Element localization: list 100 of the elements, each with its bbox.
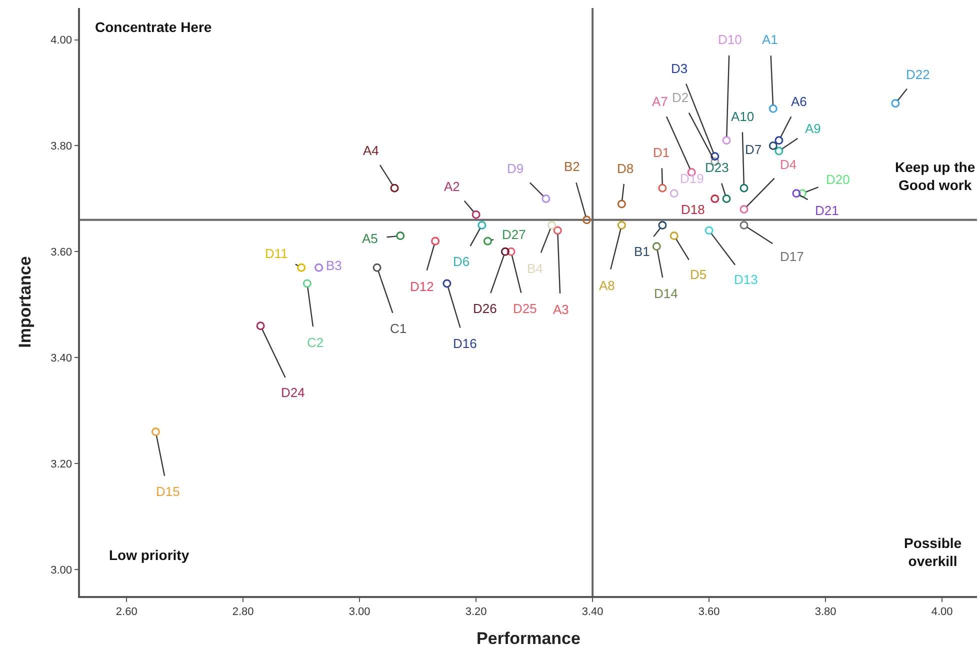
text: D15 [156,484,180,499]
y-tick-label: 3.60 [50,246,72,259]
point [582,216,591,224]
point [548,220,556,230]
point [302,279,312,288]
annotation: Low priority [109,547,190,563]
point [768,104,778,113]
point [472,210,480,219]
x-axis-title: Performance [476,628,580,648]
x-tick-label: 4.00 [931,606,953,618]
point [710,194,720,203]
point [151,428,160,436]
text: D12 [410,279,434,294]
text: D26 [473,301,497,316]
point [792,189,801,198]
point [774,146,784,156]
point [774,136,784,145]
y-tick-label: 4.00 [50,34,72,47]
point [372,263,382,272]
y-tick-label: 3.40 [50,352,72,364]
point [442,279,452,288]
point [768,141,778,150]
series-label: D18 [681,202,705,217]
series-label: D21 [815,203,839,218]
text: A10 [731,109,754,124]
series-label: B1 [634,244,650,259]
x-tick-label: 2.80 [232,606,254,618]
point [617,220,626,230]
text: D4 [780,157,797,172]
point [658,184,667,192]
y-axis-title: Importance [16,256,35,348]
point [396,232,405,240]
text: A7 [652,94,668,109]
point [652,242,661,251]
text: D16 [453,336,477,351]
point [314,263,324,272]
y-tick-label: 3.80 [50,140,72,153]
point [617,200,626,208]
text: D13 [734,272,758,287]
series-label: D19 [680,171,704,186]
text: A4 [363,143,379,158]
series-label: D20 [826,172,850,187]
text: A9 [805,121,821,136]
point [670,189,678,198]
point [740,220,748,230]
x-tick-label: 3.80 [814,606,836,618]
series-label: A2 [444,179,460,194]
series-label: D22 [906,67,930,82]
annotation: Possible overkill [904,535,962,570]
point [390,184,399,192]
text: C2 [307,335,324,350]
text: A1 [762,32,778,47]
text: C1 [390,321,407,336]
text: D6 [453,254,470,269]
point [891,99,900,108]
point [740,184,748,192]
series-label: D23 [705,160,729,175]
point [798,189,807,198]
point [431,236,440,246]
text: D25 [513,301,537,316]
series-label: A5 [362,231,378,246]
series-label: D8 [617,161,634,176]
point [722,136,731,145]
text: A6 [791,94,807,109]
point [478,220,486,230]
text: D17 [780,249,804,264]
text: D14 [654,286,678,301]
series-label: B3 [326,258,342,273]
text: B2 [564,159,580,174]
text: D3 [671,61,688,76]
point [670,232,678,240]
point [483,236,492,246]
text: D9 [507,161,524,176]
point [658,220,667,230]
point [710,152,720,161]
y-tick-label: 3.20 [50,458,72,470]
series-label: D7 [745,142,762,157]
point [722,194,731,203]
text: B4 [527,261,543,276]
y-tick-label: 3.00 [50,564,72,576]
text: D2 [672,90,689,105]
text: A8 [599,278,615,293]
text: D24 [281,385,305,400]
text: A3 [553,302,569,317]
x-tick-label: 2.60 [116,606,138,618]
point [704,226,714,235]
point [553,226,562,235]
series-label: D11 [265,246,288,261]
point [740,205,748,214]
series-label: D1 [653,145,670,160]
point [500,247,510,256]
point [297,263,306,272]
text: D10 [718,32,742,47]
text: D5 [690,267,707,282]
annotation: Keep up the Good work [895,159,976,194]
point [256,322,265,330]
annotation: Concentrate Here [95,19,212,35]
x-tick-label: 3.20 [465,606,487,618]
x-tick-label: 3.60 [698,606,720,618]
point [542,194,550,203]
